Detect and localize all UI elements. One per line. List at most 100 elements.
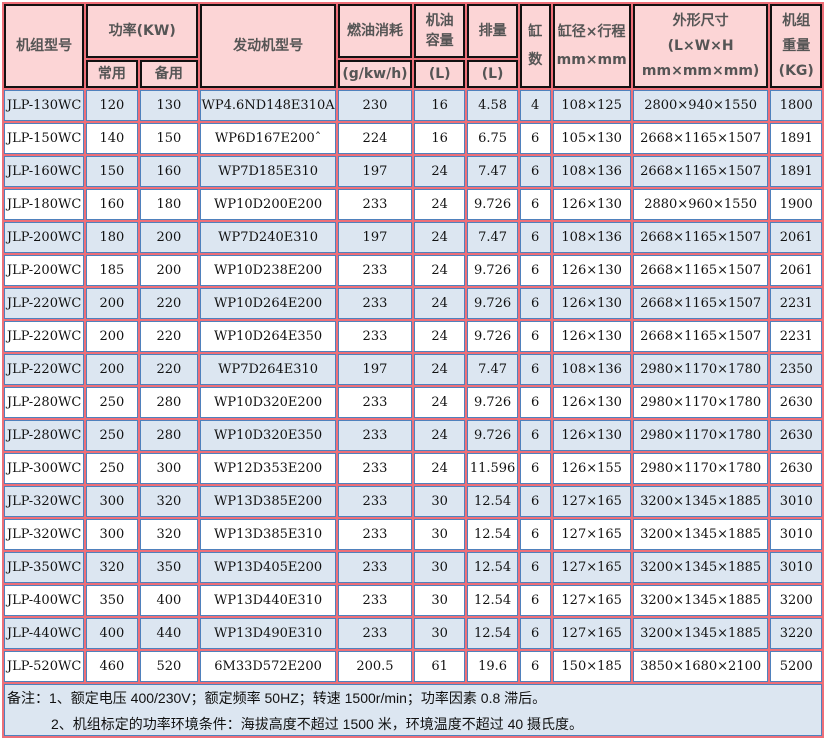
- cell-prime-power: 185: [86, 255, 138, 286]
- cell-displacement: 12.54: [467, 486, 518, 517]
- cell-displacement: 9.726: [467, 255, 518, 286]
- cell-bore-stroke: 108×136: [552, 156, 631, 187]
- cell-standby-power: 220: [139, 288, 199, 319]
- cell-prime-power: 160: [86, 189, 138, 220]
- table-row: JLP-320WC 300 320 WP13D385E200 233 30 12.54 6 12…: [4, 486, 822, 517]
- cell-displacement: 12.54: [467, 618, 518, 649]
- cell-dimensions: 2800×940×1550: [632, 90, 769, 121]
- cell-weight: 2061: [770, 255, 822, 286]
- cell-displacement: 12.54: [467, 552, 518, 583]
- cell-oil-capacity: 16: [413, 90, 466, 121]
- header-cyl-line2: 数: [528, 52, 543, 68]
- cell-bore-stroke: 108×136: [552, 354, 631, 385]
- cell-oil-capacity: 30: [413, 519, 466, 550]
- cell-engine-model: WP10D264E200: [200, 288, 336, 319]
- cell-dimensions: 2980×1170×1780: [632, 420, 769, 451]
- cell-engine-model: 6M33D572E200: [200, 651, 336, 682]
- cell-oil-capacity: 24: [413, 189, 466, 220]
- cell-weight: 3010: [770, 486, 822, 517]
- header-weight: 机组 重量 (KG): [770, 4, 822, 88]
- cell-oil-capacity: 24: [413, 321, 466, 352]
- note-line-2: 2、机组标定的功率环境条件：海拔高度不超过 1500 米，环境温度不超过 40 …: [51, 716, 584, 732]
- cell-engine-model: WP7D240E310: [200, 222, 336, 253]
- cell-engine-model: WP13D385E200: [200, 486, 336, 517]
- cell-model: JLP-200WC: [4, 222, 85, 253]
- header-oil: 机油 容量: [413, 4, 466, 58]
- cell-weight: 2630: [770, 453, 822, 484]
- cell-bore-stroke: 150×185: [552, 651, 631, 682]
- cell-model: JLP-150WC: [4, 123, 85, 154]
- table-row: JLP-150WC 140 150 WP6D167E200ˆ 224 16 6.75 6 105…: [4, 123, 822, 154]
- cell-oil-capacity: 24: [413, 288, 466, 319]
- cell-cylinders: 6: [519, 387, 551, 418]
- generator-spec-table: 机组型号 功率(KW) 发动机型号 燃油消耗 机油 容量 排量 缸数 缸径×行程 m…: [2, 2, 824, 684]
- cell-weight: 1891: [770, 123, 822, 154]
- cell-bore-stroke: 127×165: [552, 519, 631, 550]
- cell-fuel-consumption: 233: [337, 519, 412, 550]
- cell-dimensions: 2980×1170×1780: [632, 453, 769, 484]
- cell-oil-capacity: 24: [413, 222, 466, 253]
- cell-engine-model: WP13D405E200: [200, 552, 336, 583]
- cell-weight: 5200: [770, 651, 822, 682]
- cell-dimensions: 3200×1345×1885: [632, 519, 769, 550]
- header-model: 机组型号: [4, 4, 85, 88]
- table-row: JLP-300WC 250 300 WP12D353E200 233 24 11.596 6 1…: [4, 453, 822, 484]
- cell-model: JLP-350WC: [4, 552, 85, 583]
- cell-cylinders: 6: [519, 222, 551, 253]
- cell-standby-power: 320: [139, 486, 199, 517]
- cell-bore-stroke: 127×165: [552, 585, 631, 616]
- cell-fuel-consumption: 233: [337, 585, 412, 616]
- table-row: JLP-130WC 120 130 WP4.6ND148E310A 230 16 4.58 4…: [4, 90, 822, 121]
- cell-cylinders: 6: [519, 651, 551, 682]
- cell-weight: 2061: [770, 222, 822, 253]
- header-fuel-unit: (g/kw/h): [337, 60, 412, 88]
- cell-bore-stroke: 126×130: [552, 420, 631, 451]
- cell-bore-stroke: 126×130: [552, 321, 631, 352]
- cell-weight: 3010: [770, 519, 822, 550]
- table-row: JLP-350WC 320 350 WP13D405E200 233 30 12.54 6 12…: [4, 552, 822, 583]
- cell-oil-capacity: 24: [413, 156, 466, 187]
- cell-prime-power: 300: [86, 486, 138, 517]
- cell-oil-capacity: 30: [413, 552, 466, 583]
- cell-dimensions: 3200×1345×1885: [632, 552, 769, 583]
- header-prime: 常用: [86, 60, 138, 88]
- cell-bore-stroke: 126×130: [552, 255, 631, 286]
- cell-dimensions: 3200×1345×1885: [632, 585, 769, 616]
- cell-fuel-consumption: 233: [337, 255, 412, 286]
- cell-fuel-consumption: 233: [337, 387, 412, 418]
- table-body: JLP-130WC 120 130 WP4.6ND148E310A 230 16 4.58 4…: [4, 90, 822, 682]
- cell-engine-model: WP10D200E200: [200, 189, 336, 220]
- cell-bore-stroke: 127×165: [552, 618, 631, 649]
- cell-model: JLP-220WC: [4, 321, 85, 352]
- cell-cylinders: 6: [519, 453, 551, 484]
- cell-engine-model: WP7D185E310: [200, 156, 336, 187]
- cell-cylinders: 6: [519, 255, 551, 286]
- cell-oil-capacity: 24: [413, 387, 466, 418]
- cell-engine-model: WP10D320E350: [200, 420, 336, 451]
- cell-dimensions: 2880×960×1550: [632, 189, 769, 220]
- cell-fuel-consumption: 197: [337, 354, 412, 385]
- cell-dimensions: 3850×1680×2100: [632, 651, 769, 682]
- header-dimensions: 外形尺寸 (L×W×H mm×mm×mm): [632, 4, 769, 88]
- cell-model: JLP-320WC: [4, 486, 85, 517]
- cell-dimensions: 2668×1165×1507: [632, 255, 769, 286]
- notes: 备注：1、额定电压 400/230V；额定频率 50HZ；转速 1500r/mi…: [4, 684, 822, 736]
- cell-fuel-consumption: 200.5: [337, 651, 412, 682]
- cell-cylinders: 6: [519, 486, 551, 517]
- cell-prime-power: 140: [86, 123, 138, 154]
- cell-standby-power: 280: [139, 387, 199, 418]
- cell-standby-power: 130: [139, 90, 199, 121]
- cell-bore-stroke: 126×130: [552, 288, 631, 319]
- cell-weight: 1900: [770, 189, 822, 220]
- header-wt-line1: 机组: [782, 12, 811, 29]
- cell-engine-model: WP7D264E310: [200, 354, 336, 385]
- cell-bore-stroke: 108×136: [552, 222, 631, 253]
- cell-prime-power: 250: [86, 387, 138, 418]
- header-power: 功率(KW): [86, 4, 199, 58]
- cell-prime-power: 400: [86, 618, 138, 649]
- cell-weight: 2630: [770, 387, 822, 418]
- cell-dimensions: 2980×1170×1780: [632, 387, 769, 418]
- cell-prime-power: 120: [86, 90, 138, 121]
- cell-standby-power: 520: [139, 651, 199, 682]
- table-row: JLP-280WC 250 280 WP10D320E200 233 24 9.726 6 12…: [4, 387, 822, 418]
